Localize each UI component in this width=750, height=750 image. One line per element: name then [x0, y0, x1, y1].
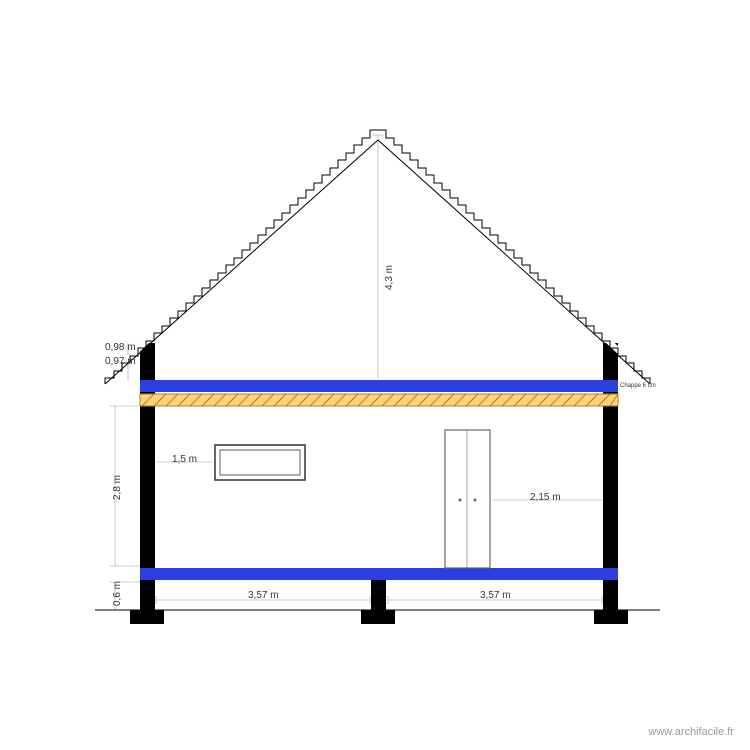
- dim-window: 1,5 m: [172, 454, 197, 465]
- dim-floor-height: 2,8 m: [112, 475, 123, 500]
- dim-span-right: 3,57 m: [480, 590, 511, 601]
- dim-attic-wall: 0,97 m: [105, 356, 136, 367]
- lower-slab: [140, 568, 618, 580]
- dim-span-left: 3,57 m: [248, 590, 279, 601]
- dim-attic-wall2: 0,98 m: [105, 342, 136, 353]
- window: [215, 445, 305, 480]
- section-svg: [0, 0, 750, 750]
- drawing-canvas: [0, 0, 750, 750]
- roof: [105, 122, 650, 384]
- footings: [130, 610, 628, 624]
- insulation-layer: [140, 394, 618, 406]
- door: [445, 430, 490, 568]
- note-chappe: Chappe 6 cm: [620, 383, 656, 389]
- dimension-lines: [110, 135, 602, 610]
- dim-door-span: 2,15 m: [530, 492, 561, 503]
- upper-slab: [140, 380, 618, 392]
- dim-roof-height: 4,3 m: [384, 265, 395, 290]
- dim-foundation: 0,6 m: [112, 581, 123, 606]
- watermark: www.archifacile.fr: [648, 726, 734, 738]
